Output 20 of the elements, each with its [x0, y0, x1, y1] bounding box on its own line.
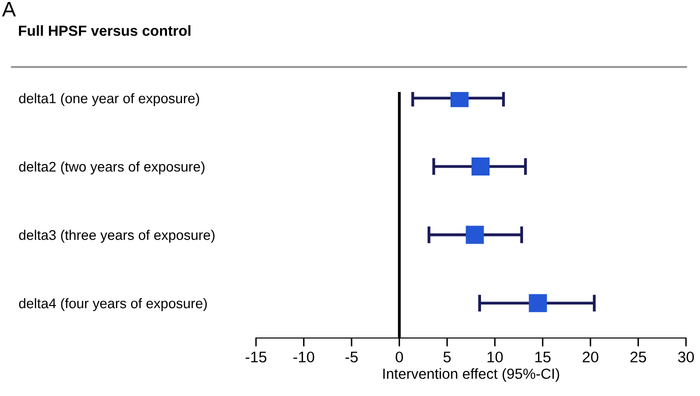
y-tick-label: delta2 (two years of exposure)	[19, 161, 204, 174]
x-tick-label: 5	[443, 352, 451, 362]
x-axis-title: Intervention effect (95%-CI)	[383, 368, 560, 382]
y-tick-label: delta3 (three years of exposure)	[19, 230, 215, 243]
x-tick-label: 25	[630, 352, 646, 362]
y-tick-label: delta1 (one year of exposure)	[19, 93, 200, 106]
y-tick-label: delta4 (four years of exposure)	[19, 298, 207, 312]
x-tick-label: 20	[582, 352, 598, 362]
x-tick-label: 0	[396, 352, 403, 362]
point	[466, 226, 484, 244]
text: Full HPSF versus control	[18, 25, 190, 36]
x-tick-label: -10	[293, 352, 314, 362]
x-tick-label: -5	[345, 352, 358, 362]
point	[528, 294, 547, 312]
x-tick-label: 10	[488, 352, 503, 362]
x-tick-label: 30	[678, 352, 694, 362]
x-tick-label: 15	[535, 352, 551, 362]
point	[472, 157, 490, 176]
x-tick-label: -15	[246, 352, 266, 362]
text: A	[2, 2, 16, 16]
